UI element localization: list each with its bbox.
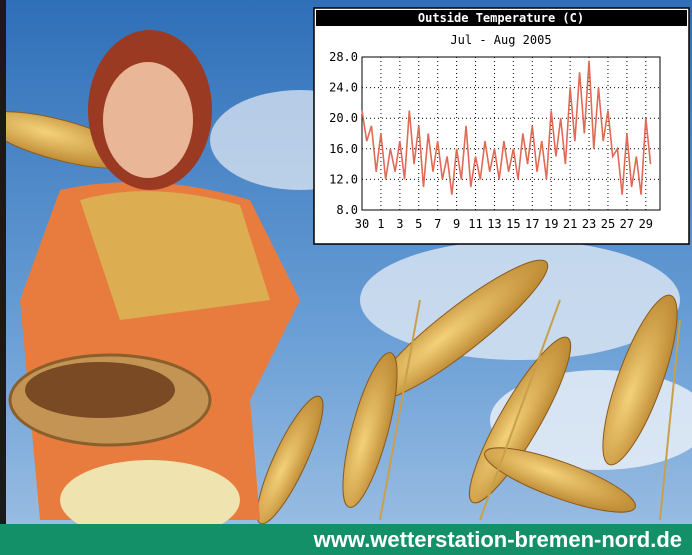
y-tick-label: 12.0 (329, 172, 358, 186)
page: www.wetterstation-bremen-nord.de Outside… (0, 0, 692, 555)
x-tick-label: 19 (544, 217, 558, 231)
x-tick-label: 25 (601, 217, 615, 231)
banner-url: www.wetterstation-bremen-nord.de (313, 527, 682, 552)
x-tick-label: 7 (434, 217, 441, 231)
x-tick-label: 9 (453, 217, 460, 231)
x-tick-label: 17 (525, 217, 539, 231)
x-tick-label: 15 (506, 217, 520, 231)
y-tick-label: 16.0 (329, 142, 358, 156)
url-banner: www.wetterstation-bremen-nord.de (0, 524, 692, 555)
x-tick-label: 29 (639, 217, 653, 231)
x-tick-label: 21 (563, 217, 577, 231)
x-tick-label: 30 (355, 217, 369, 231)
x-tick-label: 27 (620, 217, 634, 231)
y-tick-label: 8.0 (336, 203, 358, 217)
x-tick-label: 13 (487, 217, 501, 231)
x-tick-label: 23 (582, 217, 596, 231)
chart-title: Outside Temperature (C) (418, 11, 584, 25)
x-tick-label: 3 (396, 217, 403, 231)
x-tick-label: 5 (415, 217, 422, 231)
x-tick-label: 1 (377, 217, 384, 231)
y-tick-label: 28.0 (329, 50, 358, 64)
y-tick-label: 20.0 (329, 111, 358, 125)
y-tick-label: 24.0 (329, 81, 358, 95)
chart-subtitle: Jul - Aug 2005 (450, 33, 551, 47)
temperature-chart: Outside Temperature (C) Jul - Aug 2005 8… (314, 8, 689, 244)
x-tick-label: 11 (468, 217, 482, 231)
